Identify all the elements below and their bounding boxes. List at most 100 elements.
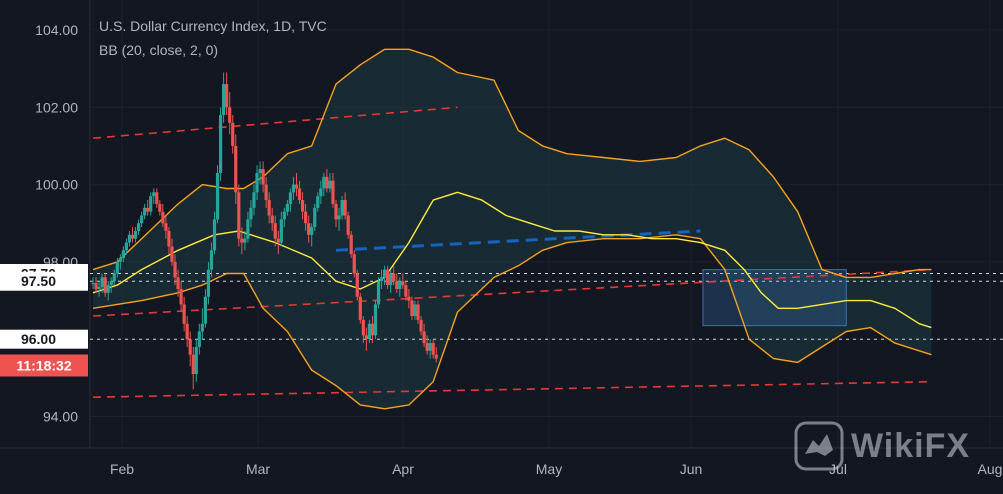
candle bbox=[358, 292, 362, 324]
candle-body bbox=[288, 192, 293, 204]
bb-middle-line bbox=[92, 191, 932, 329]
candle-body bbox=[206, 269, 211, 297]
candle-body bbox=[383, 269, 387, 278]
candle bbox=[234, 134, 238, 204]
candle bbox=[322, 173, 326, 197]
candle bbox=[276, 230, 280, 255]
candle bbox=[325, 169, 329, 193]
candle bbox=[109, 277, 113, 293]
candle-body bbox=[328, 180, 332, 189]
candle bbox=[319, 180, 323, 204]
candle-body bbox=[158, 203, 162, 212]
candle bbox=[373, 300, 378, 340]
candle bbox=[379, 269, 384, 289]
candle bbox=[349, 230, 353, 259]
candle-body bbox=[273, 223, 277, 239]
candle-body bbox=[252, 192, 256, 208]
candle-body bbox=[149, 196, 153, 212]
candle bbox=[124, 238, 129, 255]
candle-body bbox=[267, 200, 271, 216]
candle bbox=[389, 269, 393, 293]
candle-body bbox=[355, 273, 359, 297]
candle bbox=[155, 188, 159, 208]
x-tick-label: Apr bbox=[392, 461, 414, 477]
candle-body bbox=[103, 277, 107, 293]
candle-body bbox=[170, 246, 174, 262]
candle bbox=[152, 188, 156, 204]
candle-body bbox=[346, 215, 350, 235]
candle-body bbox=[304, 211, 308, 224]
candle bbox=[103, 273, 107, 297]
candle bbox=[130, 227, 135, 243]
candle bbox=[270, 207, 274, 231]
candle-body bbox=[155, 192, 159, 204]
candle-body bbox=[322, 176, 326, 189]
candle bbox=[367, 319, 372, 344]
price-mark-label: 96.00 bbox=[21, 331, 56, 347]
candle-body bbox=[389, 273, 393, 286]
candle-body bbox=[297, 188, 302, 201]
candle-body bbox=[140, 215, 144, 224]
candle bbox=[307, 215, 311, 243]
candle-body bbox=[215, 173, 220, 220]
candle-body bbox=[146, 207, 150, 212]
x-tick-label: Jun bbox=[680, 461, 703, 477]
x-tick-label: Feb bbox=[110, 461, 134, 477]
candle bbox=[361, 316, 365, 344]
x-tick-label: Mar bbox=[246, 461, 270, 477]
candle-body bbox=[392, 273, 396, 282]
candle-body bbox=[191, 354, 195, 374]
candle bbox=[240, 227, 244, 255]
candle-body bbox=[416, 304, 420, 320]
candle-body bbox=[398, 281, 402, 289]
price-mark-label: 97.50 bbox=[21, 273, 56, 289]
candle-body bbox=[127, 234, 132, 243]
candle-body bbox=[121, 250, 125, 259]
candle bbox=[218, 107, 223, 181]
candle-body bbox=[106, 285, 110, 293]
candle bbox=[121, 246, 125, 262]
candle bbox=[264, 176, 268, 208]
watermark-text: WikiFX bbox=[851, 426, 971, 465]
eagle-logo-icon bbox=[794, 421, 844, 471]
candle-body bbox=[243, 238, 247, 243]
candle bbox=[167, 227, 171, 255]
candle bbox=[431, 339, 435, 359]
candle-body bbox=[176, 277, 180, 289]
candle bbox=[185, 316, 189, 347]
chart-title: U.S. Dollar Currency Index, 1D, TVC bbox=[99, 18, 327, 34]
candle-body bbox=[100, 277, 104, 288]
x-tick-label: Aug bbox=[978, 461, 1003, 477]
candle-body bbox=[307, 223, 311, 235]
candle-body bbox=[179, 288, 183, 305]
candle-body bbox=[185, 323, 189, 340]
candle bbox=[285, 200, 289, 216]
candle bbox=[419, 316, 423, 336]
candle-body bbox=[370, 323, 375, 336]
candle-body bbox=[291, 184, 296, 193]
candle-body bbox=[364, 335, 368, 340]
candle bbox=[161, 203, 165, 228]
candle-body bbox=[255, 173, 259, 193]
countdown-box bbox=[0, 354, 88, 377]
candle-body bbox=[310, 227, 314, 235]
candle bbox=[294, 173, 299, 197]
y-tick-label: 102.00 bbox=[35, 99, 78, 115]
candle bbox=[261, 161, 265, 193]
candle bbox=[346, 211, 350, 239]
candle-body bbox=[115, 261, 119, 274]
candle bbox=[133, 227, 138, 243]
candle-body bbox=[246, 219, 250, 239]
candle bbox=[209, 242, 214, 278]
candle bbox=[425, 335, 429, 355]
candle-body bbox=[161, 211, 165, 224]
candle bbox=[136, 219, 141, 235]
candle bbox=[398, 277, 402, 297]
chart-legend: U.S. Dollar Currency Index, 1D, TVC BB (… bbox=[99, 14, 327, 62]
candle-body bbox=[188, 339, 192, 355]
candle bbox=[212, 211, 217, 255]
candle bbox=[225, 72, 229, 116]
candle-body bbox=[182, 304, 186, 324]
